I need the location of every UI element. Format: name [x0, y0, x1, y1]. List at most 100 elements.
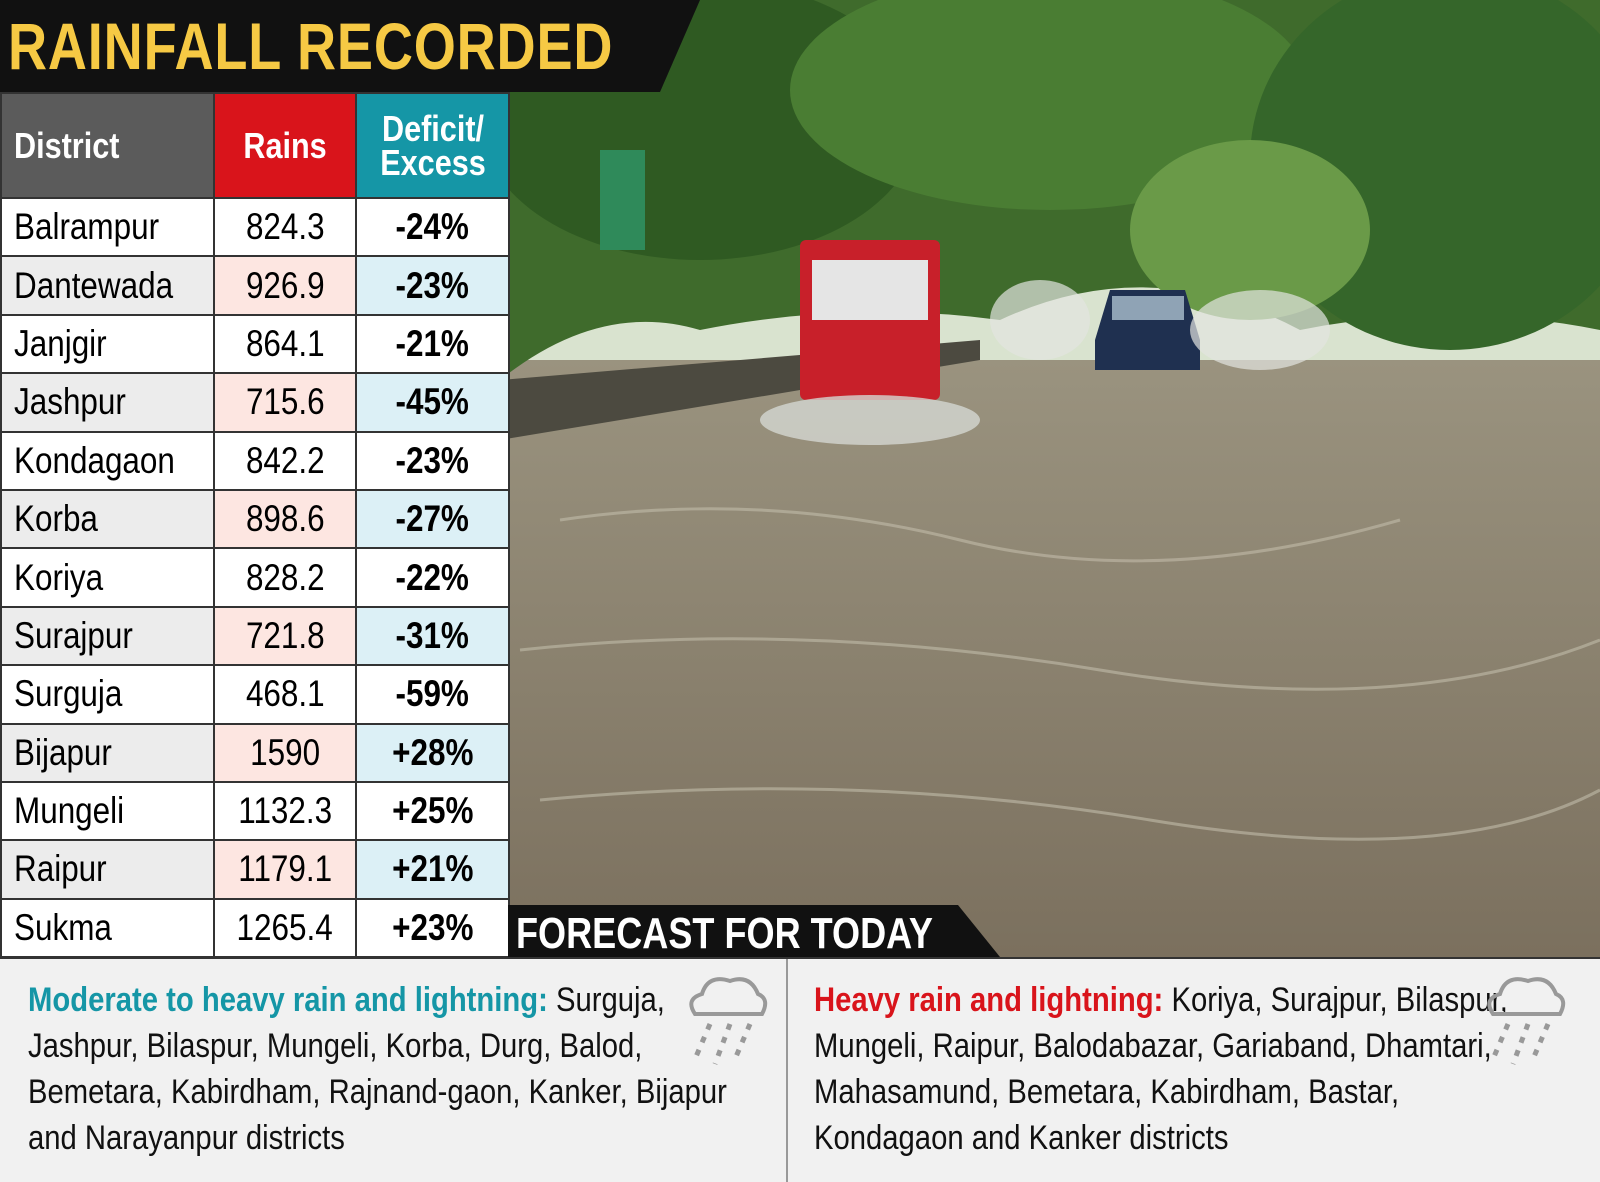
table-cell: -21% — [355, 313, 510, 375]
table-row: Sukma 1265.4 +23% — [0, 897, 510, 959]
table-cell: -59% — [355, 664, 510, 725]
cell-text: -23% — [395, 264, 470, 306]
table-cell: 828.2 — [213, 547, 357, 608]
cell-text: 864.1 — [245, 322, 325, 364]
cell-text: -23% — [395, 439, 470, 481]
rainfall-table: District Rains Deficit/ Excess Balrampur 82… — [0, 92, 510, 959]
cell-text: Kondagaon — [14, 439, 175, 481]
cell-text: Mungeli — [14, 790, 125, 832]
cell-text: +21% — [391, 848, 474, 890]
cell-text: 721.8 — [245, 614, 325, 656]
cell-text: 898.6 — [245, 498, 325, 540]
table-cell: Korba — [0, 488, 215, 550]
rickshaw — [760, 240, 980, 445]
cell-text: +23% — [391, 906, 474, 948]
table-row: Korba 898.6 -27% — [0, 488, 510, 550]
table-cell: -23% — [355, 255, 510, 316]
table-cell: Dantewada — [0, 255, 215, 316]
cell-text: 715.6 — [245, 381, 325, 423]
cell-text: +28% — [391, 731, 474, 773]
panel-heading: Moderate to heavy rain and lightning: — [28, 981, 548, 1019]
table-cell: 715.6 — [213, 372, 357, 433]
rain-icon — [689, 977, 768, 1065]
panel-text: Surguja, Jashpur, Bilaspur, Mungeli, Kor… — [28, 981, 727, 1157]
table-cell: 468.1 — [213, 664, 357, 725]
cell-text: -22% — [395, 556, 470, 598]
table-cell: Sukma — [0, 897, 215, 959]
rain-icon — [1487, 977, 1566, 1065]
cell-text: -45% — [395, 381, 470, 423]
table-cell: 842.2 — [213, 430, 357, 491]
cell-text: -24% — [395, 206, 470, 248]
cell-text: Bijapur — [14, 731, 112, 773]
cell-text: -31% — [395, 614, 470, 656]
cell-text: 468.1 — [245, 673, 325, 715]
cell-text: 1590 — [250, 731, 320, 773]
cell-text: -21% — [395, 322, 470, 364]
cell-text: Koriya — [14, 556, 104, 598]
title-bar: RAINFALL RECORDED — [0, 0, 700, 92]
table-row: Raipur 1179.1 +21% — [0, 839, 510, 900]
cell-text: -59% — [395, 673, 470, 715]
table-cell: 926.9 — [213, 255, 357, 316]
table-cell: Balrampur — [0, 196, 215, 258]
column-header: District — [0, 92, 215, 199]
car — [990, 280, 1330, 370]
table-cell: Surguja — [0, 664, 215, 725]
cell-text: 824.3 — [245, 206, 325, 248]
table-cell: Janjgir — [0, 313, 215, 375]
cell-text: Janjgir — [14, 322, 107, 364]
cell-text: Surguja — [14, 673, 123, 715]
table-cell: +25% — [355, 780, 510, 842]
cell-text: Korba — [14, 498, 98, 540]
table-cell: -22% — [355, 547, 510, 608]
table-cell: -24% — [355, 196, 510, 258]
table-cell: +23% — [355, 897, 510, 959]
table-cell: 864.1 — [213, 313, 357, 375]
table-cell: 1590 — [213, 722, 357, 783]
table-cell: Kondagaon — [0, 430, 215, 491]
cell-text: -27% — [395, 498, 470, 540]
table-cell: -27% — [355, 488, 510, 550]
cell-text: +25% — [391, 790, 474, 832]
table-cell: -31% — [355, 605, 510, 667]
title: RAINFALL RECORDED — [8, 9, 614, 83]
header-row: District Rains Deficit/ Excess — [0, 92, 510, 199]
table-cell: Surajpur — [0, 605, 215, 667]
cell-text: Balrampur — [14, 206, 160, 248]
table-row: Surguja 468.1 -59% — [0, 664, 510, 725]
column-header-text: Deficit/ Excess — [379, 107, 486, 183]
table-cell: 898.6 — [213, 488, 357, 550]
cell-text: 1265.4 — [236, 906, 334, 948]
cell-text: Jashpur — [14, 381, 126, 423]
cell-text: Raipur — [14, 848, 107, 890]
panel-text: Koriya, Surajpur, Bilaspur, Mungeli, Rai… — [814, 981, 1508, 1157]
table-cell: +28% — [355, 722, 510, 783]
forecast-title: FORECAST FOR TODAY — [516, 909, 933, 958]
table-cell: Raipur — [0, 839, 215, 900]
table-cell: 824.3 — [213, 196, 357, 258]
column-header: Deficit/ Excess — [355, 92, 510, 199]
column-header: Rains — [213, 92, 357, 199]
table-cell: 1132.3 — [213, 780, 357, 842]
table-cell: 721.8 — [213, 605, 357, 667]
forecast-panel: Heavy rain and lightning: Koriya, Surajp… — [788, 959, 1600, 1182]
table-cell: 1265.4 — [213, 897, 357, 959]
forecast-tab: FORECAST FOR TODAY — [508, 905, 1000, 957]
cell-text: Dantewada — [14, 264, 174, 306]
cell-text: 828.2 — [245, 556, 325, 598]
cell-text: 1179.1 — [238, 848, 332, 890]
table-cell: Mungeli — [0, 780, 215, 842]
cell-text: 842.2 — [245, 439, 325, 481]
cell-text: 1132.3 — [238, 790, 332, 832]
table-row: Surajpur 721.8 -31% — [0, 605, 510, 667]
table-cell: -45% — [355, 372, 510, 433]
forecast-panels: Moderate to heavy rain and lightning: Su… — [0, 957, 1600, 1182]
table-cell: -23% — [355, 430, 510, 491]
column-header-text: Rains — [243, 124, 327, 166]
cell-text: Sukma — [14, 906, 112, 948]
cell-text: 926.9 — [245, 264, 325, 306]
cell-text: Surajpur — [14, 614, 133, 656]
table-cell: Bijapur — [0, 722, 215, 783]
